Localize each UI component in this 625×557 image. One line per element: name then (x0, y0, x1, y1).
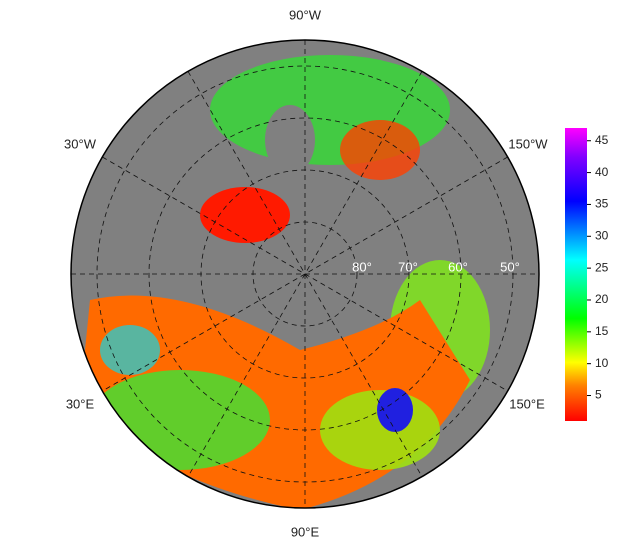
lat-label: 70° (398, 259, 418, 274)
lon-label: 150°W (508, 136, 548, 151)
colorbar-tick-label: 20 (595, 292, 609, 306)
lon-label: 90°W (289, 7, 322, 22)
colorbar-tick-label: 30 (595, 228, 609, 242)
colorbar-scale (565, 128, 587, 421)
lon-label: 30°W (64, 136, 97, 151)
lon-label: 30°E (66, 396, 95, 411)
colorbar-tick-label: 45 (595, 133, 609, 147)
lon-label: 150°E (509, 396, 545, 411)
colorbar-tick-label: 40 (595, 165, 609, 179)
lat-label: 80° (352, 259, 372, 274)
lat-label: 60° (448, 259, 468, 274)
lat-label: 50° (500, 259, 520, 274)
colorbar-tick-label: 10 (595, 356, 609, 370)
colorbar: 5 10 15 20 25 30 35 40 45 (565, 128, 609, 421)
lon-label: 90°E (291, 524, 320, 539)
colorbar-tick-label: 25 (595, 260, 609, 274)
map-border (70, 39, 540, 509)
graticule (71, 40, 539, 508)
colorbar-tick-label: 35 (595, 197, 609, 211)
meridian (102, 156, 508, 392)
colorbar-tick-label: 5 (595, 388, 602, 402)
colorbar-tick-label: 15 (595, 324, 609, 338)
